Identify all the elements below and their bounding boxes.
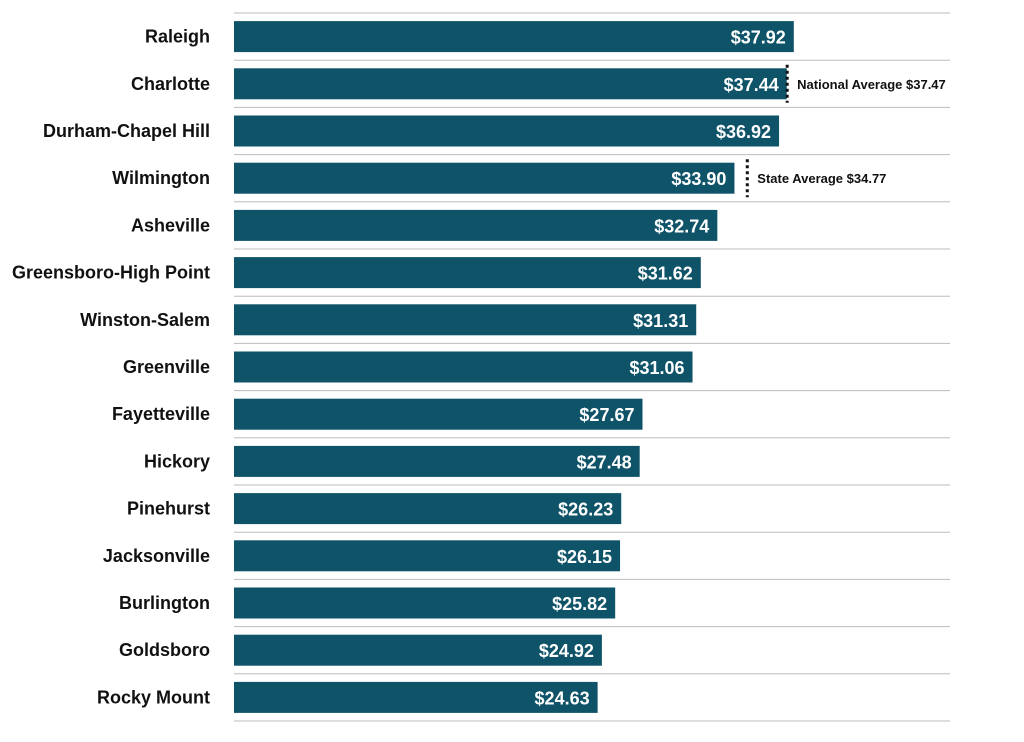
- bar: [234, 540, 621, 572]
- category-labels: Raleigh Charlotte Durham-Chapel Hill Wilmin…: [12, 27, 210, 708]
- category-label: Greenville: [123, 357, 210, 377]
- value-label: $31.06: [629, 358, 684, 378]
- bar: [234, 445, 640, 477]
- category-label: Charlotte: [131, 74, 210, 94]
- value-label: $31.62: [638, 264, 693, 284]
- bar: [234, 587, 616, 619]
- category-label: Jacksonville: [103, 546, 210, 566]
- bar: [234, 162, 735, 194]
- value-label: $27.48: [577, 452, 632, 472]
- bar: [234, 257, 701, 289]
- reference-label: National Average $37.47: [797, 77, 946, 92]
- category-label: Pinehurst: [127, 499, 210, 519]
- bar: [234, 68, 787, 100]
- value-label: $27.67: [579, 405, 634, 425]
- category-label: Hickory: [144, 451, 210, 471]
- category-label: Wilmington: [112, 168, 210, 188]
- value-label: $31.31: [633, 311, 688, 331]
- category-label: Rocky Mount: [97, 687, 210, 707]
- bar: [234, 115, 780, 147]
- value-label: $37.92: [731, 28, 786, 48]
- category-label: Goldsboro: [119, 640, 210, 660]
- bar: [234, 398, 643, 430]
- value-label: $37.44: [724, 75, 779, 95]
- category-label: Raleigh: [145, 27, 210, 47]
- category-label: Fayetteville: [112, 404, 210, 424]
- value-label: $26.23: [558, 500, 613, 520]
- bar: [234, 493, 622, 525]
- value-labels: $37.92 $37.44 $36.92 $33.90 $32.74 $31.62 $31.…: [535, 28, 786, 709]
- reference-lines: National Average $37.47 State Average $34…: [745, 64, 946, 198]
- value-label: $24.92: [539, 641, 594, 661]
- value-label: $36.92: [716, 122, 771, 142]
- reference-label: State Average $34.77: [757, 171, 886, 186]
- category-label: Durham-Chapel Hill: [43, 121, 210, 141]
- value-label: $25.82: [552, 594, 607, 614]
- bar: [234, 351, 693, 383]
- value-label: $33.90: [671, 169, 726, 189]
- category-label: Greensboro-High Point: [12, 263, 210, 283]
- bar: [234, 681, 598, 713]
- bars-group: [234, 21, 794, 713]
- category-label: Asheville: [131, 215, 210, 235]
- category-label: Burlington: [119, 593, 210, 613]
- bar: [234, 21, 794, 53]
- bar: [234, 634, 602, 666]
- grid-lines: [234, 12, 950, 722]
- value-label: $32.74: [654, 216, 709, 236]
- value-label: $26.15: [557, 547, 612, 567]
- bar: [234, 304, 697, 336]
- category-label: Winston-Salem: [80, 310, 210, 330]
- value-label: $24.63: [535, 688, 590, 708]
- bar: [234, 209, 718, 241]
